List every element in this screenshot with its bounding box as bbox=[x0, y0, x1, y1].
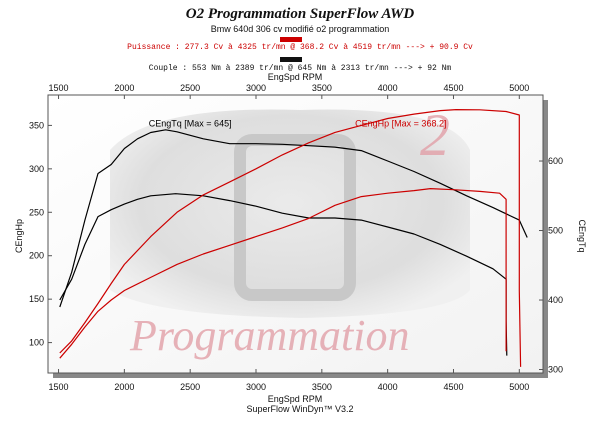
y-right-tick-label: 600 bbox=[548, 156, 563, 166]
x-tick-label-top: 1500 bbox=[49, 83, 69, 93]
series-line-tq-tuned bbox=[59, 129, 528, 308]
x-tick-label-top: 2000 bbox=[114, 83, 134, 93]
chart-title: O2 Programmation SuperFlow AWD bbox=[185, 6, 415, 22]
x-tick-label-bottom: 2500 bbox=[180, 382, 200, 392]
y-right-tick-label: 400 bbox=[548, 295, 563, 305]
series-line-hp-tuned bbox=[59, 108, 522, 367]
x-tick-label-top: 2500 bbox=[180, 83, 200, 93]
series-line-hp-stock bbox=[59, 188, 507, 359]
y-left-tick-label: 300 bbox=[29, 164, 44, 174]
y-left-tick-label: 350 bbox=[29, 120, 44, 130]
torque-summary: Couple : 553 Nm à 2389 tr/mn @ 645 Nm à … bbox=[148, 64, 452, 73]
watermark-blob bbox=[110, 109, 470, 318]
y-right-tick-label: 500 bbox=[548, 226, 563, 236]
x-tick-label-top: 4000 bbox=[378, 83, 398, 93]
y-left-tick-label: 250 bbox=[29, 207, 44, 217]
curve-annotation-1: CEngTq [Max = 645] bbox=[149, 118, 232, 128]
series-layer bbox=[59, 108, 528, 367]
software-footer: SuperFlow WinDyn™ V3.2 bbox=[246, 404, 354, 414]
x-tick-label-bottom: 3000 bbox=[246, 382, 266, 392]
y-left-tick-label: 150 bbox=[29, 294, 44, 304]
x-tick-label-top: 5000 bbox=[509, 83, 529, 93]
y-axis-title-left: CEngHp bbox=[14, 219, 24, 253]
y-left-tick-label: 200 bbox=[29, 251, 44, 261]
power-marker bbox=[280, 37, 302, 42]
x-tick-label-bottom: 4500 bbox=[443, 382, 463, 392]
x-axis-title-top: EngSpd RPM bbox=[268, 72, 323, 82]
chart-subtitle: Bmw 640d 306 cv modifié o2 programmation bbox=[210, 24, 390, 34]
series-line-tq-stock bbox=[59, 193, 508, 356]
curve-annotation-2: CEngHp [Max = 368.2] bbox=[355, 118, 446, 128]
x-tick-label-bottom: 4000 bbox=[378, 382, 398, 392]
x-axis-title-bottom: EngSpd RPM bbox=[268, 394, 323, 404]
watermark-o-box bbox=[234, 134, 356, 301]
x-tick-label-bottom: 5000 bbox=[509, 382, 529, 392]
torque-marker bbox=[280, 57, 302, 62]
y-axis-title-right: CEngTq bbox=[577, 219, 587, 252]
x-tick-label-bottom: 2000 bbox=[114, 382, 134, 392]
annotations: CEngTq [Max = 645] CEngHp [Max = 368.2] bbox=[149, 118, 447, 128]
y-right-tick-label: 300 bbox=[548, 365, 563, 375]
x-tick-label-top: 3000 bbox=[246, 83, 266, 93]
axes: 1500 1500 2000 2000 2500 2500 3000 3000 3500 3500… bbox=[29, 83, 563, 392]
power-summary: Puissance : 277.3 Cv à 4325 tr/mn @ 368.… bbox=[127, 43, 473, 52]
watermark-text: Programmation bbox=[129, 311, 410, 360]
x-tick-label-bottom: 1500 bbox=[49, 382, 69, 392]
x-tick-label-top: 3500 bbox=[312, 83, 332, 93]
x-tick-label-bottom: 3500 bbox=[312, 382, 332, 392]
y-left-tick-label: 100 bbox=[29, 338, 44, 348]
x-tick-label-top: 4500 bbox=[443, 83, 463, 93]
